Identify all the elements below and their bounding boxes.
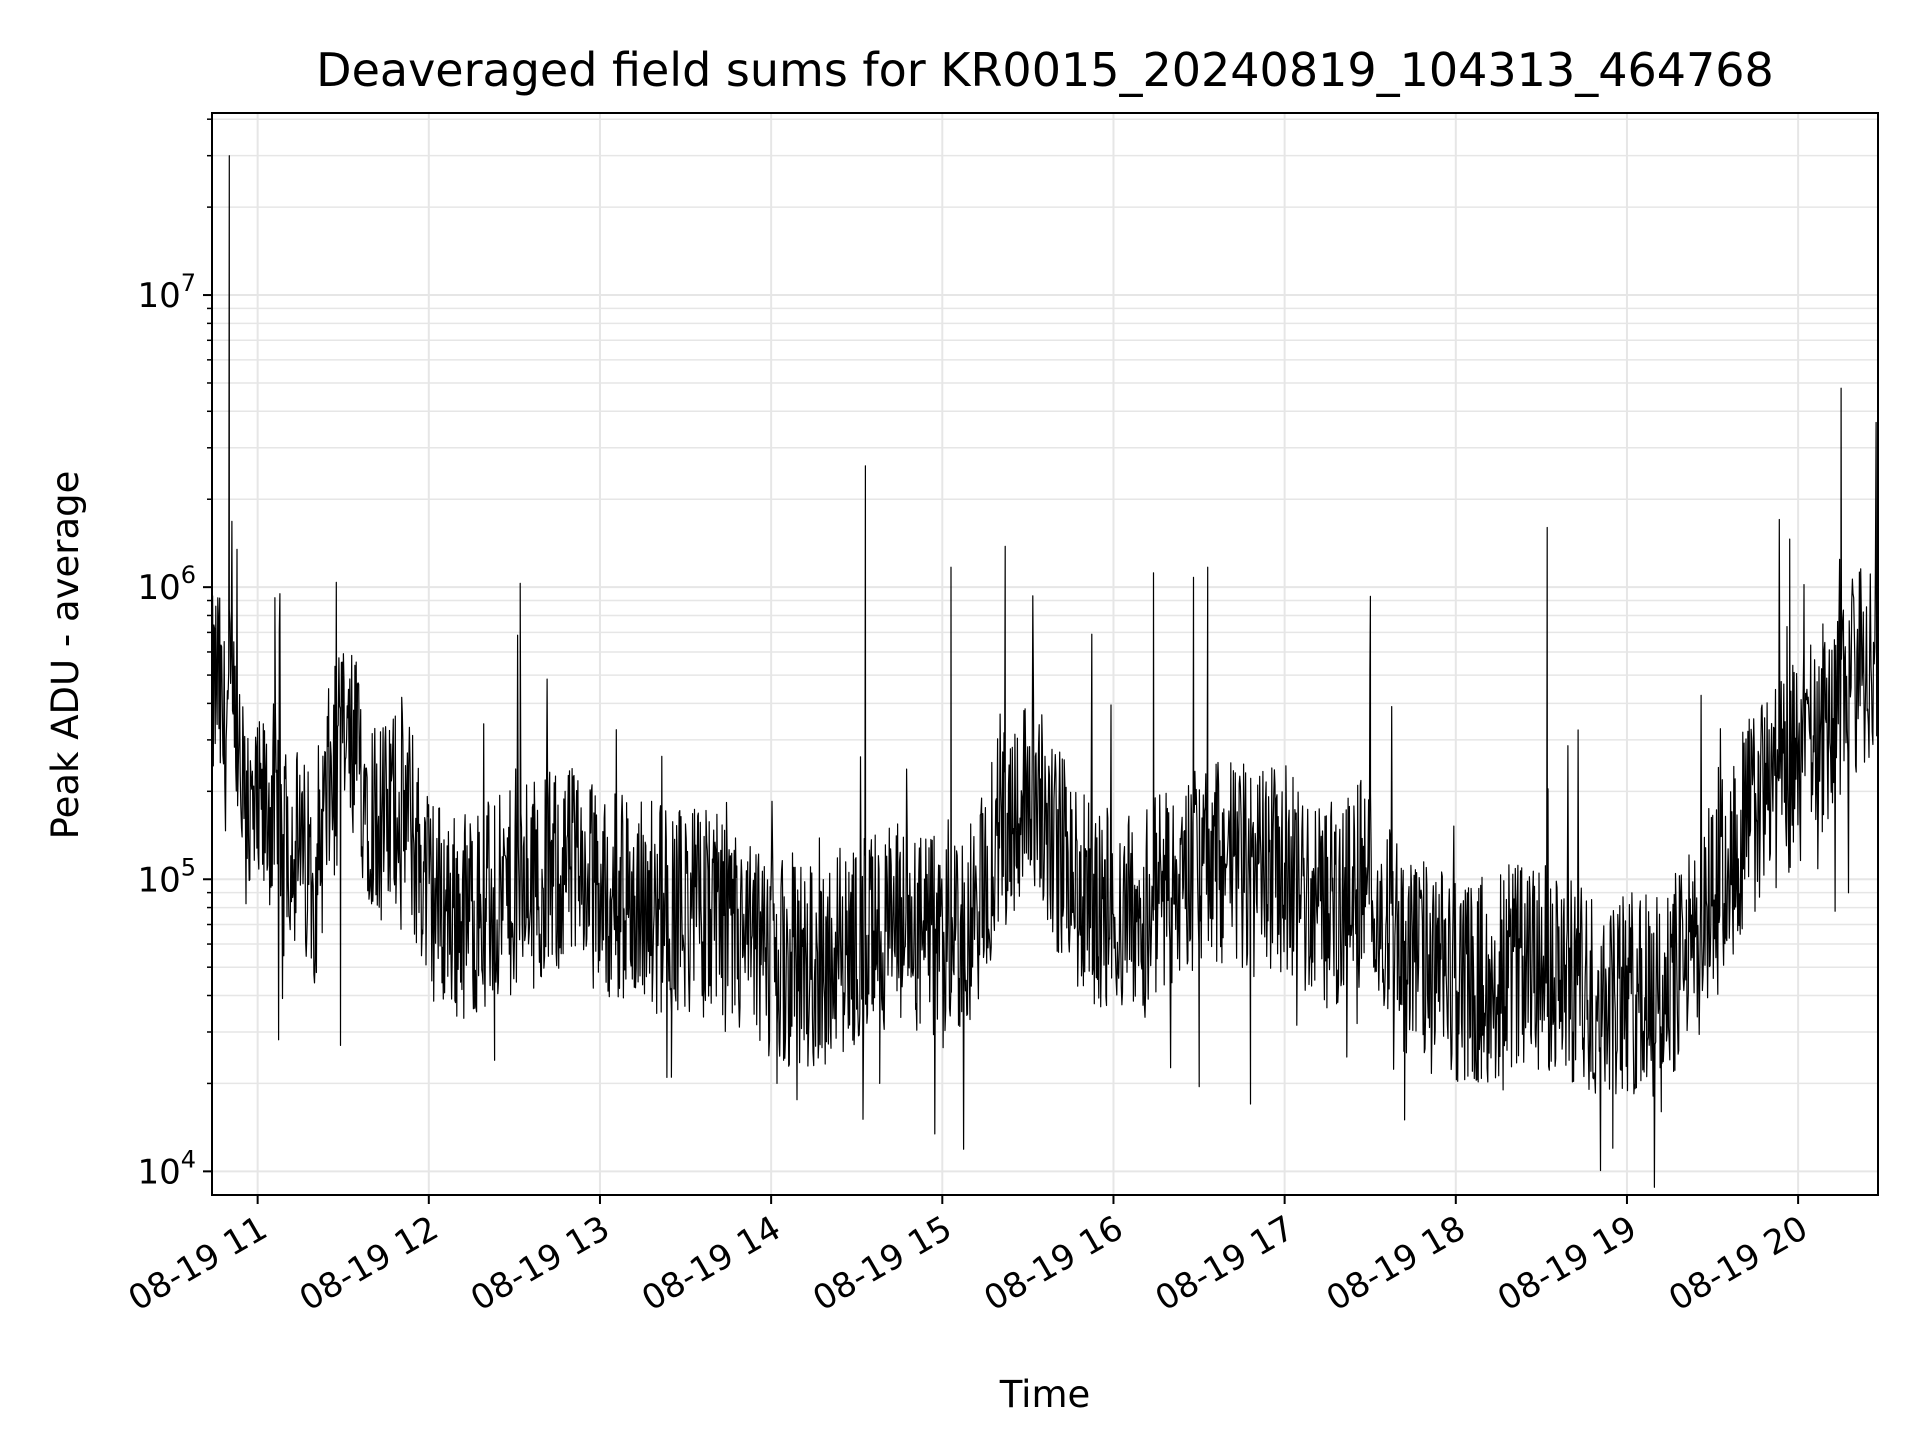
y-axis-title: Peak ADU - average <box>44 471 87 840</box>
y-tick-exponent: 5 <box>181 853 196 881</box>
y-tick-base: 10 <box>137 276 180 316</box>
y-tick-exponent: 6 <box>181 561 196 589</box>
y-tick-label: 105 <box>137 853 196 900</box>
series-line <box>211 155 1879 1188</box>
y-tick-base: 10 <box>137 1152 180 1192</box>
y-tick-label: 104 <box>137 1145 196 1192</box>
series-layer <box>211 155 1879 1188</box>
y-tick-base: 10 <box>137 860 180 900</box>
y-tick-label: 106 <box>137 561 196 608</box>
x-axis-title: Time <box>999 1373 1091 1416</box>
y-tick-label: 107 <box>137 269 196 316</box>
plot-frame <box>211 112 1879 1196</box>
grid <box>212 113 1878 1195</box>
chart-title: Deaveraged field sums for KR0015_2024081… <box>316 43 1774 97</box>
y-tick-base: 10 <box>137 568 180 608</box>
y-tick-exponent: 7 <box>181 269 196 297</box>
y-tick-exponent: 4 <box>181 1145 196 1173</box>
